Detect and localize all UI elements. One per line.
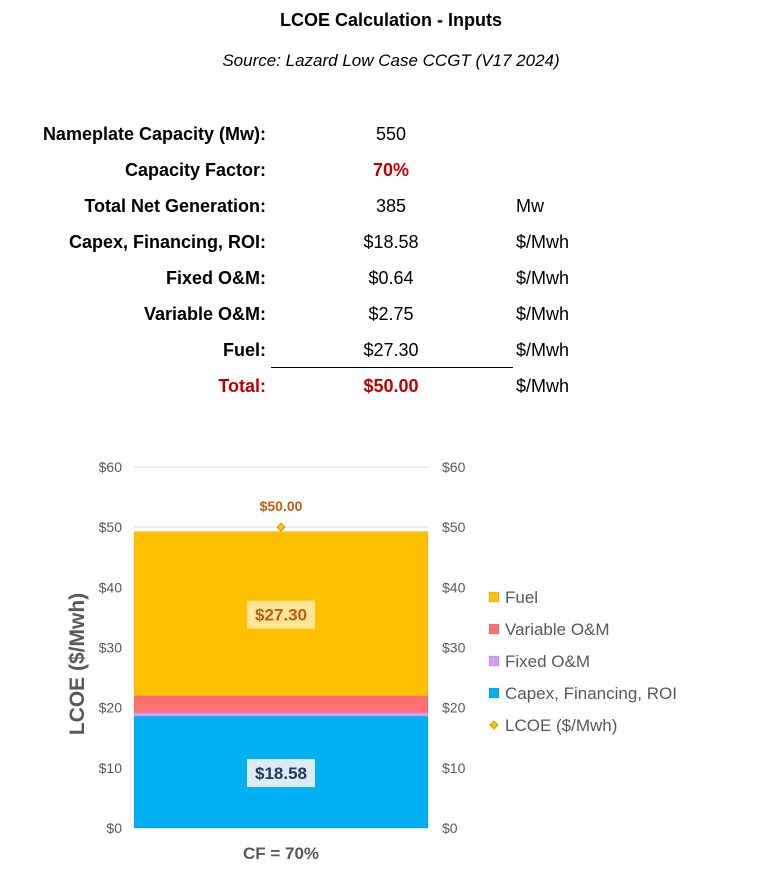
- input-row: Nameplate Capacity (Mw): 550: [0, 124, 782, 150]
- capex-data-label: $18.58: [255, 764, 307, 783]
- input-unit: $/Mwh: [516, 340, 570, 360]
- input-value: $27.30: [363, 340, 419, 360]
- input-unit: $/Mwh: [516, 376, 570, 396]
- y-tick-label: $20: [99, 700, 123, 716]
- input-unit: $/Mwh: [516, 268, 570, 288]
- sum-divider-line: [271, 367, 513, 368]
- secondary-y-tick-label: $50: [442, 519, 466, 535]
- input-value: $2.75: [368, 304, 414, 324]
- input-label: Variable O&M:: [143, 304, 266, 324]
- legend-label: Capex, Financing, ROI: [505, 684, 677, 703]
- page-title: LCOE Calculation - Inputs: [279, 10, 502, 30]
- input-value: 385: [375, 196, 407, 216]
- bar-segment-fixed-om: [133, 712, 429, 717]
- secondary-y-tick-label: $30: [442, 640, 466, 656]
- secondary-y-tick-label: $60: [442, 459, 466, 475]
- x-category-label: CF = 70%: [243, 844, 319, 863]
- y-tick-label: $0: [106, 820, 122, 836]
- input-unit: Mw: [516, 196, 544, 216]
- legend-label: Variable O&M: [505, 620, 610, 639]
- y-tick-label: $40: [99, 579, 123, 595]
- source-subtitle: Source: Lazard Low Case CCGT (V17 2024): [222, 51, 560, 70]
- lcoe-data-label: $50.00: [260, 498, 303, 514]
- y-tick-label: $10: [99, 760, 123, 776]
- input-row: Total Net Generation: 385 Mw: [0, 196, 782, 222]
- input-label: Total Net Generation:: [84, 196, 266, 216]
- input-row: Variable O&M: $2.75 $/Mwh: [0, 304, 782, 330]
- y-axis-title: LCOE ($/Mwh): [66, 593, 89, 735]
- input-value: $18.58: [363, 232, 419, 252]
- legend-label: LCOE ($/Mwh): [505, 716, 617, 735]
- input-row: Fixed O&M: $0.64 $/Mwh: [0, 268, 782, 294]
- secondary-y-tick-label: $10: [442, 760, 466, 776]
- input-row: Fuel: $27.30 $/Mwh: [0, 340, 782, 366]
- input-label: Capacity Factor:: [124, 160, 266, 180]
- input-label: Fixed O&M:: [165, 268, 266, 288]
- legend-marker-lcoe: [489, 720, 499, 730]
- legend-swatch-fuel: [488, 591, 500, 603]
- input-label: Capex, Financing, ROI:: [68, 232, 266, 252]
- input-unit: $/Mwh: [516, 304, 570, 324]
- legend-label: Fuel: [505, 588, 538, 607]
- input-value: $0.64: [368, 268, 414, 288]
- legend-label: Fixed O&M: [505, 652, 590, 671]
- input-value: 550: [375, 124, 407, 144]
- input-value: 70%: [372, 160, 410, 180]
- bar-segment-capex: [133, 715, 429, 829]
- input-label: Fuel:: [223, 340, 266, 360]
- input-value: $50.00: [363, 376, 419, 396]
- input-row: Capacity Factor: 70%: [0, 160, 782, 186]
- secondary-y-tick-label: $40: [442, 579, 466, 595]
- y-tick-label: $60: [99, 459, 123, 475]
- input-row: Capex, Financing, ROI: $18.58 $/Mwh: [0, 232, 782, 258]
- bar-segment-variable-om: [133, 695, 429, 713]
- capex-data-label-bg: [247, 759, 315, 788]
- y-tick-label: $30: [99, 640, 123, 656]
- fuel-data-label: $27.30: [255, 606, 307, 625]
- input-label: Nameplate Capacity (Mw):: [42, 124, 266, 144]
- y-tick-label: $50: [99, 519, 123, 535]
- legend-swatch-capex: [488, 687, 500, 699]
- input-label: Total:: [218, 376, 266, 396]
- secondary-y-tick-label: $0: [442, 820, 458, 836]
- lcoe-marker: [276, 522, 286, 532]
- input-unit: $/Mwh: [516, 232, 570, 252]
- input-row: Total: $50.00 $/Mwh: [0, 376, 782, 402]
- fuel-data-label-bg: [247, 600, 315, 629]
- legend-swatch-fixed-om: [488, 655, 500, 667]
- legend-swatch-variable-om: [488, 623, 500, 635]
- secondary-y-tick-label: $20: [442, 700, 466, 716]
